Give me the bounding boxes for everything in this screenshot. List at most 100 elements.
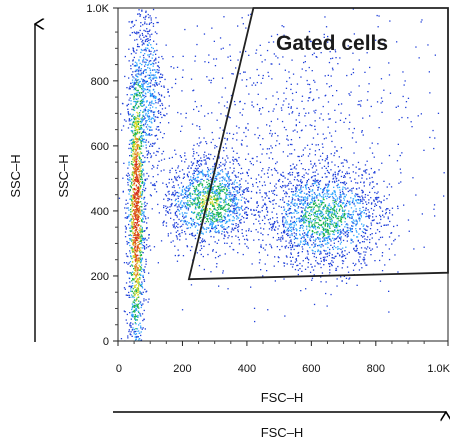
event-dot: [363, 170, 365, 172]
event-dot: [155, 53, 157, 55]
event-dot: [189, 184, 191, 187]
event-dot: [193, 153, 195, 155]
event-dot: [303, 176, 305, 179]
event-dot: [233, 227, 236, 229]
event-dot: [332, 233, 334, 235]
event-dot: [134, 211, 136, 213]
event-dot: [127, 178, 129, 180]
event-dot: [317, 249, 319, 252]
event-dot: [328, 193, 330, 195]
event-dot: [294, 166, 296, 168]
event-dot: [304, 209, 306, 211]
event-dot: [371, 176, 373, 179]
event-dot: [360, 198, 362, 201]
event-dot: [237, 163, 240, 165]
event-dot: [288, 212, 290, 215]
event-dot: [139, 252, 141, 254]
event-dot: [146, 202, 148, 205]
event-dot: [241, 232, 243, 234]
event-dot: [168, 178, 170, 180]
event-dot: [230, 205, 232, 208]
event-dot: [165, 225, 168, 227]
event-dot: [292, 198, 294, 200]
event-dot: [137, 294, 139, 296]
event-dot: [137, 91, 139, 93]
event-dot: [149, 72, 152, 74]
event-dot: [159, 104, 161, 107]
event-dot: [330, 193, 332, 196]
event-dot: [258, 174, 260, 176]
event-dot: [156, 49, 158, 52]
event-dot: [154, 135, 157, 137]
event-dot: [315, 144, 317, 146]
event-dot: [199, 182, 201, 184]
event-dot: [195, 188, 197, 191]
event-dot: [134, 265, 136, 267]
event-dot: [279, 249, 281, 251]
event-dot: [326, 219, 329, 221]
event-dot: [228, 219, 230, 221]
event-dot: [143, 213, 145, 215]
event-dot: [136, 197, 138, 199]
event-dot: [129, 88, 131, 90]
event-dot: [148, 133, 150, 135]
event-dot: [220, 211, 222, 214]
event-dot: [216, 189, 218, 192]
event-dot: [134, 70, 136, 73]
event-dot: [301, 270, 303, 272]
event-dot: [186, 197, 188, 199]
event-dot: [136, 204, 138, 207]
event-dot: [134, 322, 136, 324]
event-dot: [179, 155, 181, 157]
event-dot: [201, 169, 204, 171]
event-dot: [138, 165, 140, 167]
event-dot: [195, 225, 197, 227]
event-dot: [360, 216, 362, 218]
event-dot: [224, 206, 226, 208]
event-dot: [140, 100, 143, 102]
event-dot: [163, 85, 165, 87]
event-dot: [136, 132, 139, 134]
event-dot: [304, 243, 307, 245]
event-dot: [199, 165, 201, 167]
event-dot: [342, 202, 344, 204]
event-dot: [327, 252, 329, 254]
event-dot: [312, 250, 314, 252]
event-dot: [192, 183, 194, 185]
event-dot: [345, 182, 348, 184]
event-dot: [181, 169, 184, 171]
event-dot: [137, 305, 139, 307]
event-dot: [141, 231, 143, 233]
event-dot: [189, 233, 191, 235]
event-dot: [297, 198, 299, 200]
event-dot: [142, 72, 144, 75]
event-dot: [216, 263, 218, 265]
event-dot: [138, 290, 140, 292]
event-dot: [134, 122, 136, 124]
event-dot: [285, 191, 287, 193]
event-dot: [344, 231, 346, 233]
event-dot: [376, 246, 378, 248]
event-dot: [204, 159, 207, 161]
event-dot: [343, 199, 345, 201]
event-dot: [146, 114, 149, 116]
event-dot: [374, 197, 377, 199]
event-dot: [328, 238, 331, 240]
event-dot: [130, 238, 132, 240]
event-dot: [320, 244, 322, 246]
event-dot: [205, 186, 207, 188]
event-dot: [308, 224, 310, 226]
event-dot: [255, 178, 257, 180]
event-dot: [216, 242, 218, 244]
event-dot: [134, 127, 136, 129]
event-dot: [203, 200, 205, 202]
event-dot: [336, 224, 338, 227]
event-dot: [218, 230, 220, 233]
event-dot: [232, 201, 234, 204]
event-dot: [365, 248, 368, 250]
event-dot: [199, 249, 201, 251]
event-dot: [132, 135, 135, 137]
event-dot: [135, 235, 137, 237]
event-dot: [300, 290, 302, 292]
event-dot: [324, 205, 327, 207]
